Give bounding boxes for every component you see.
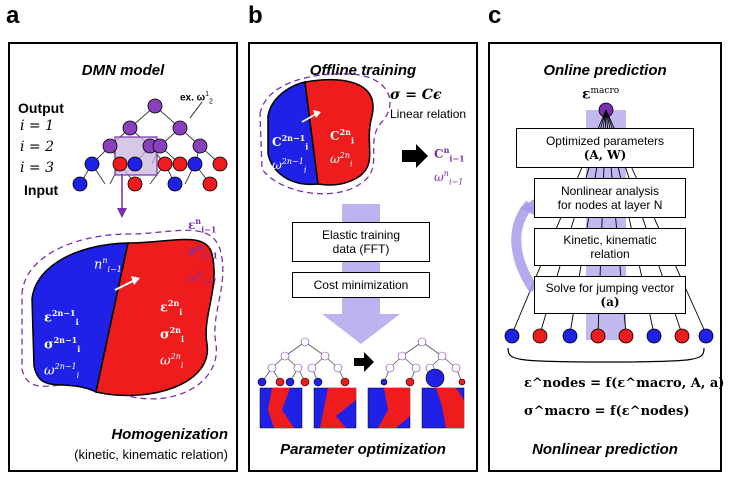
- blue-phase-vars: ε2n−1i σ2n−1i ω2n−1i: [44, 308, 81, 380]
- result-vars: Cni−1 ωni−1: [434, 145, 465, 187]
- split-shape-outline-dashed: [21, 229, 224, 400]
- loop-arrow: [511, 200, 539, 293]
- linear-relation-label: Linear relation: [390, 107, 467, 121]
- microstructure-tiles: [259, 387, 465, 429]
- panel-a: DMN model Output i = 1 i = 2 i = 3 Input…: [8, 42, 238, 472]
- panel-a-letter: a: [6, 2, 20, 29]
- network-before: [261, 341, 346, 383]
- red-phase-vars: ε2ni σ2ni ω2ni: [160, 298, 185, 370]
- dmn-network-nodes: [72, 98, 228, 192]
- optimized-parameters-box: Optimized parameters (A, W): [516, 128, 694, 168]
- eps-macro-label: εmacro: [582, 86, 620, 103]
- red-phase-vars: C2ni ω2ni: [330, 127, 354, 169]
- panel-c-title: Online prediction: [543, 62, 667, 79]
- output-label: Output: [18, 100, 64, 116]
- normal-arrow-icon: [313, 110, 321, 118]
- parent-vars: εni−1 σni−1 ωni−1: [188, 216, 218, 287]
- network-after: [383, 341, 463, 383]
- nonlinear-analysis-box: Nonlinear analysis for nodes at layer N: [534, 178, 686, 218]
- stress-strain-equation: σ = Cϵ: [390, 87, 442, 103]
- elastic-training-box: Elastic training data (FFT): [292, 222, 430, 262]
- input-label: Input: [24, 182, 59, 198]
- panel-b-footer-title: Parameter optimization: [280, 441, 446, 458]
- panel-a-footer-title: Homogenization: [111, 426, 228, 443]
- red-phase-region: [304, 79, 374, 186]
- panel-b: Offline training: [248, 42, 478, 472]
- panel-c-footer-title: Nonlinear prediction: [532, 441, 678, 458]
- equation-macro: σ^macro = f(ε^nodes): [524, 404, 690, 419]
- split-shape-outline-dashed: [259, 73, 391, 195]
- normal-vector-label: nni−1: [94, 256, 122, 274]
- panel-b-drawing: [257, 73, 466, 429]
- input-nodes: [504, 328, 714, 344]
- panel-b-title: Offline training: [309, 62, 417, 79]
- jumping-vector-box: Solve for jumping vector (a): [534, 276, 686, 314]
- normal-arrow-icon: [131, 276, 140, 285]
- right-arrow-icon: [402, 144, 428, 168]
- panel-a-title: DMN model: [81, 62, 165, 79]
- cost-minimization-box: Cost minimization: [292, 272, 430, 298]
- example-weight-label: ex. ω12: [180, 91, 213, 106]
- right-arrow-icon: [354, 352, 374, 372]
- example-pointer: [189, 101, 203, 119]
- panel-a-footer-sub: (kinetic, kinematic relation): [74, 447, 228, 462]
- equation-nodes: ε^nodes = f(ε^macro, A, a): [524, 376, 725, 391]
- layer-label-1: i = 1: [20, 118, 55, 134]
- layer-label-3: i = 3: [20, 160, 55, 176]
- layer-label-2: i = 2: [20, 139, 55, 155]
- panel-c: Online prediction εmacro Optimized param…: [488, 42, 725, 472]
- panel-b-letter: b: [248, 2, 263, 29]
- kinetic-relation-box: Kinetic, kinematic relation: [534, 228, 686, 266]
- panel-c-letter: c: [488, 2, 502, 29]
- down-arrow-icon: [117, 208, 127, 218]
- brace: [507, 347, 705, 363]
- blue-phase-vars: C2n−1i ω2n−1i: [272, 133, 309, 175]
- red-phase-region: [95, 238, 215, 397]
- panel-a-drawing: [21, 98, 228, 400]
